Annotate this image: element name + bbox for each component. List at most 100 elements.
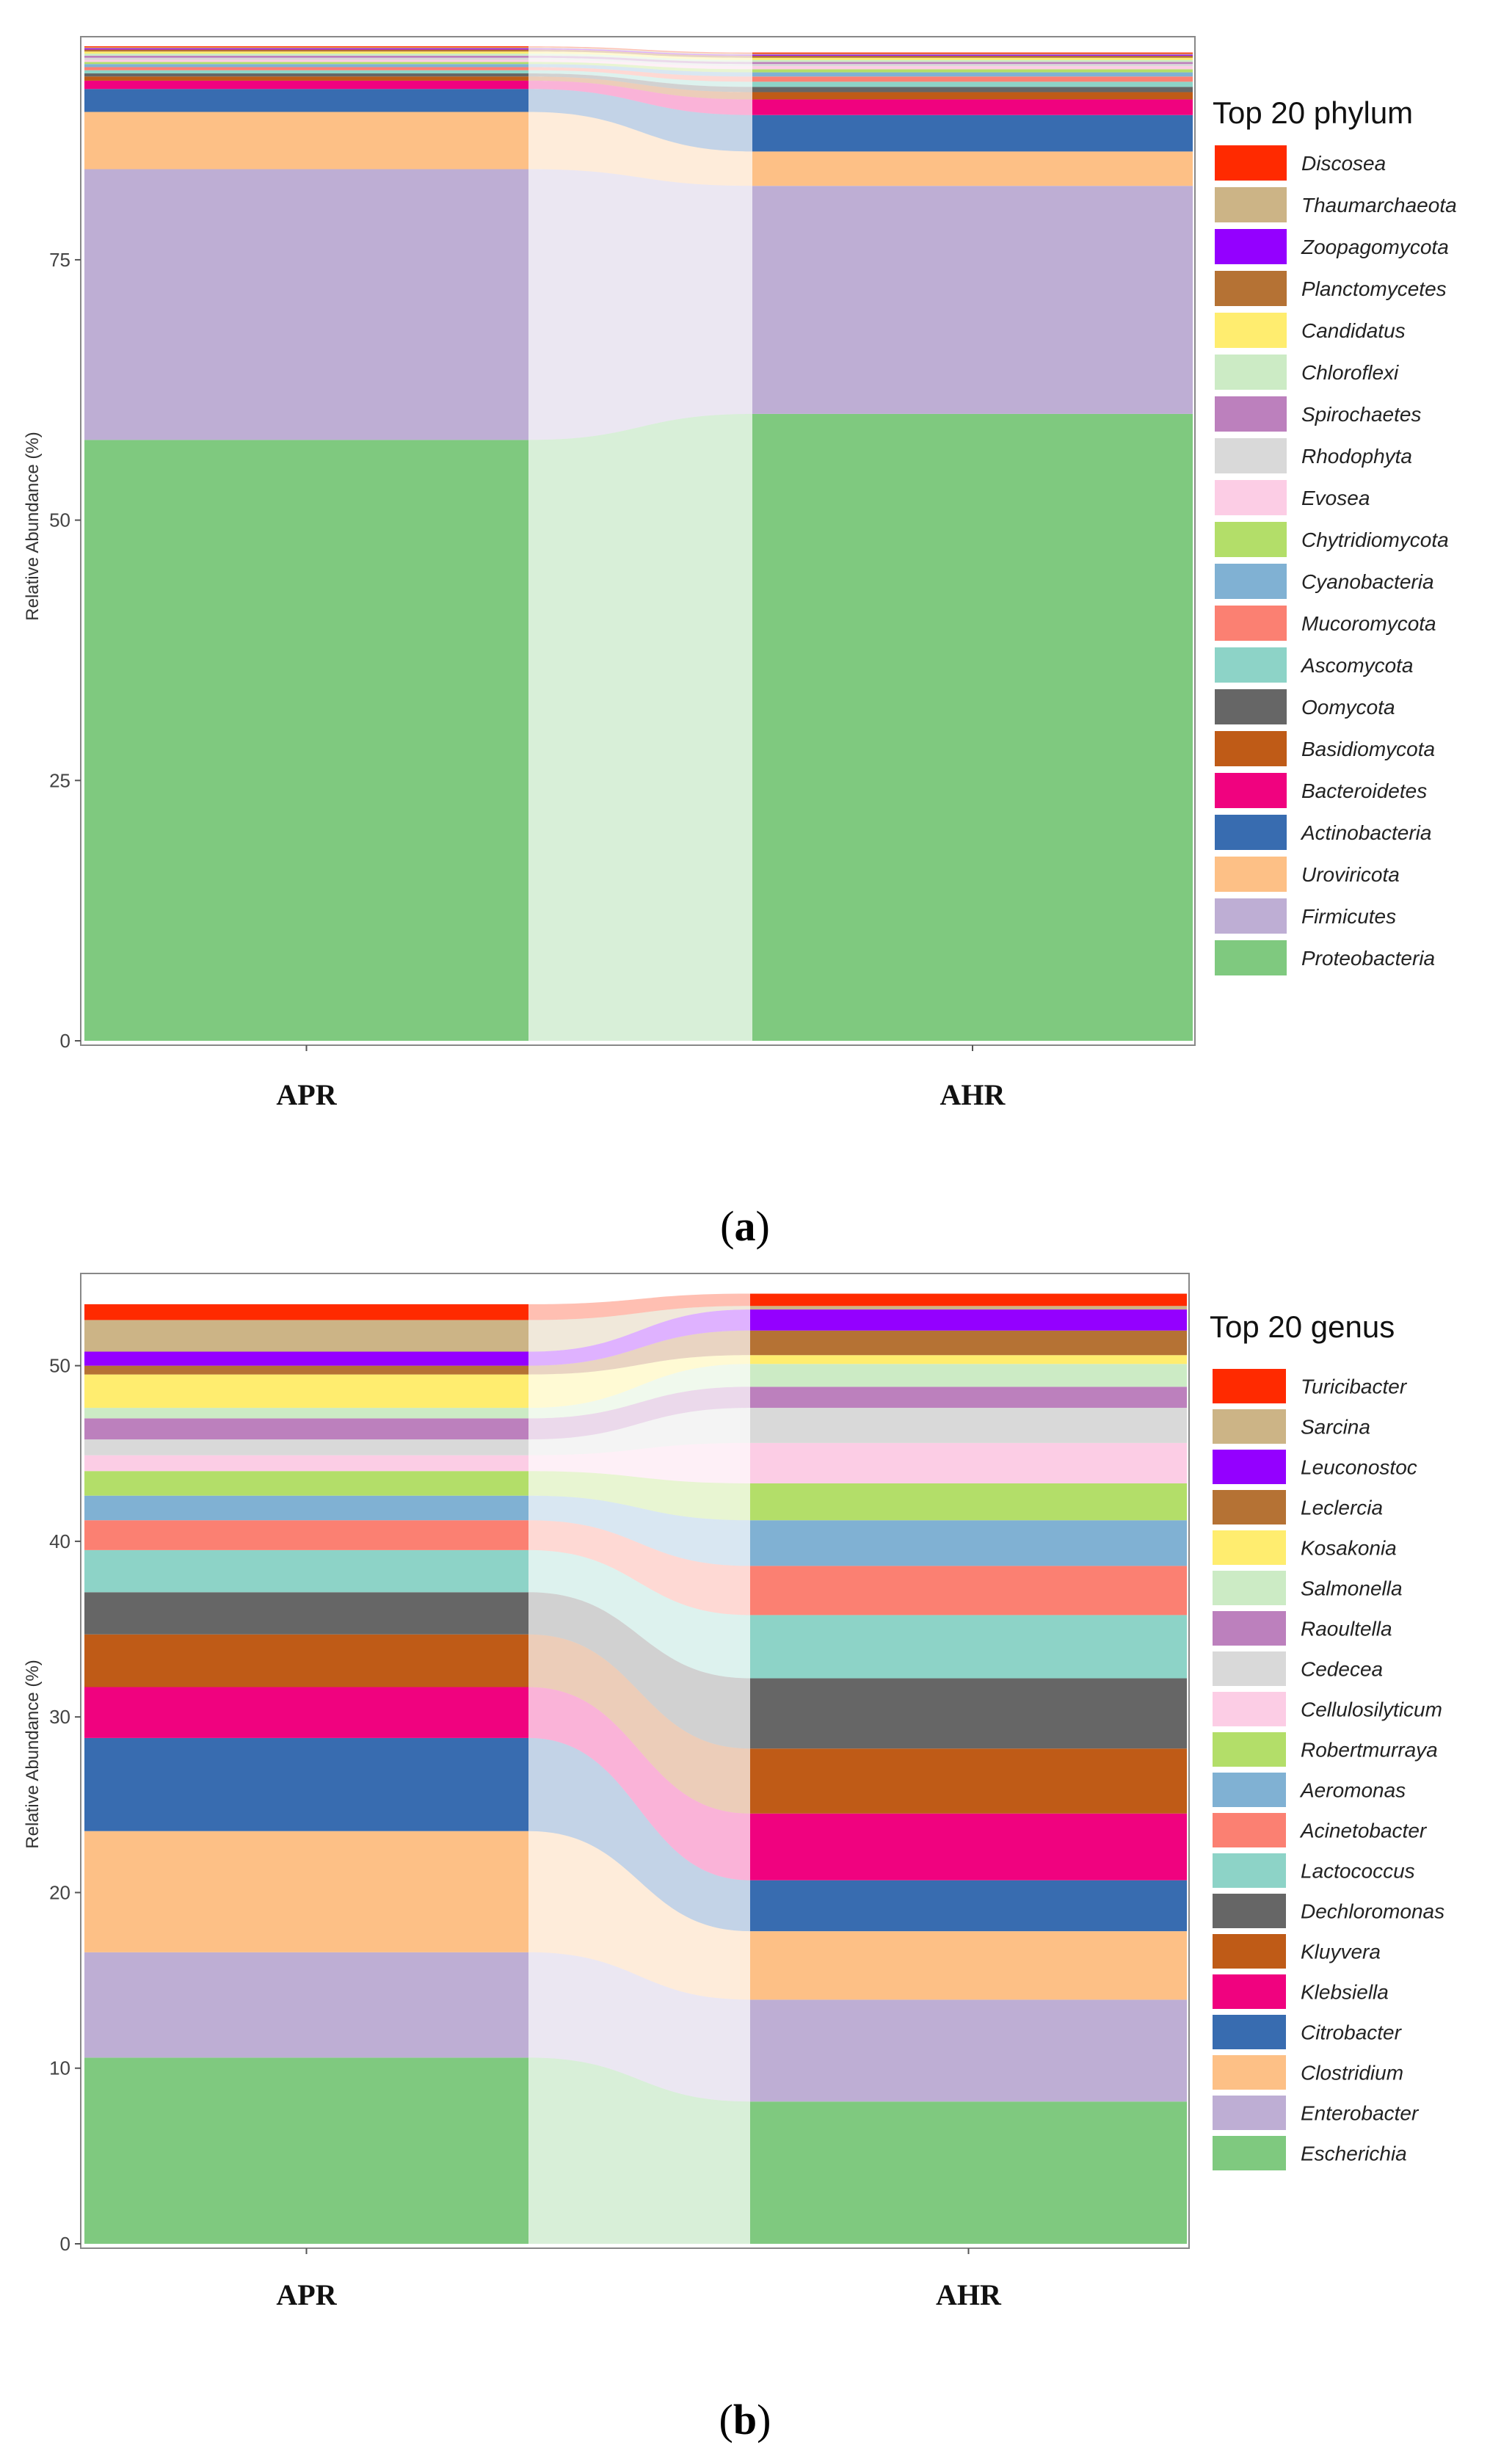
bar-segment-ahr-chytridiomycota [752,69,1193,73]
bar-segment-apr-kluyvera [84,1634,528,1687]
legend-item-spirochaetes: Spirochaetes [1215,396,1421,432]
legend-label: Aeromonas [1299,1779,1406,1802]
legend-swatch [1215,187,1287,222]
legend-label: Sarcina [1301,1416,1370,1439]
legend-swatch [1213,1611,1286,1646]
flow-zoopagomycota [528,48,752,56]
legend-label: Escherichia [1301,2143,1407,2165]
legend-label: Chytridiomycota [1301,528,1449,551]
legend-label: Robertmurraya [1301,1739,1438,1762]
bar-segment-ahr-clostridium [750,1931,1187,2000]
flow-ascomycota [528,70,752,87]
legend-item-aeromonas: Aeromonas [1213,1773,1406,1807]
legend-swatch [1215,396,1287,432]
bar-segment-ahr-turicibacter [750,1293,1187,1306]
flow-spirochaetes [528,55,752,65]
legend-label: Citrobacter [1301,2021,1403,2044]
legend-item-raoultella: Raoultella [1213,1611,1392,1646]
legend-label: Firmicutes [1301,905,1396,928]
bar-segment-ahr-planctomycetes [752,55,1193,58]
legend-label: Planctomycetes [1301,277,1447,300]
legend-swatch [1213,2015,1286,2049]
legend-item-turicibacter: Turicibacter [1213,1369,1408,1403]
flow-actinobacteria [528,89,752,152]
y-tick-label: 30 [49,1706,70,1728]
bar-segment-apr-kosakonia [84,1374,528,1409]
bar-segment-ahr-cellulosilyticum [750,1442,1187,1483]
bar-segment-apr-citrobacter [84,1737,528,1831]
legend-label: Oomycota [1301,696,1395,719]
bar-segment-ahr-candidatus [752,57,1193,60]
legend-label: Salmonella [1301,1577,1403,1600]
flow-firmicutes [528,169,752,440]
bar-segment-apr-zoopagomycota [84,48,528,50]
legend-label: Ascomycota [1300,654,1414,677]
legend-label: Chloroflexi [1301,361,1399,384]
bar-segment-apr-acinetobacter [84,1520,528,1550]
legend-item-rhodophyta: Rhodophyta [1215,438,1412,473]
bar-segment-apr-actinobacteria [84,89,528,112]
flow-mucoromycota [528,67,752,82]
bar-segment-ahr-escherichia [750,2101,1187,2244]
legend-item-planctomycetes: Planctomycetes [1215,271,1447,306]
y-tick-label: 50 [49,509,70,531]
legend-swatch [1213,1813,1286,1847]
legend-item-escherichia: Escherichia [1213,2136,1407,2170]
bar-segment-apr-chytridiomycota [84,62,528,65]
bar-segment-ahr-ascomycota [752,81,1193,87]
plot-frame [80,1273,1190,2249]
legend-item-mucoromycota: Mucoromycota [1215,606,1436,641]
legend-item-kosakonia: Kosakonia [1213,1530,1397,1565]
legend-title: Top 20 phylum [1213,95,1413,130]
legend-item-basidiomycota: Basidiomycota [1215,731,1435,766]
legend-item-dechloromonas: Dechloromonas [1213,1894,1444,1928]
legend-item-chytridiomycota: Chytridiomycota [1215,522,1449,557]
bar-segment-ahr-firmicutes [752,186,1193,414]
legend-item-salmonella: Salmonella [1213,1571,1403,1605]
bar-segment-apr-mucoromycota [84,67,528,70]
bar-segment-apr-firmicutes [84,169,528,440]
legend-swatch [1215,145,1287,181]
plot-area [84,46,1193,1041]
flow-thaumarchaeota [528,47,752,55]
bar-segment-ahr-proteobacteria [752,413,1193,1041]
chart-genus: Relative Abundance (%) Top 20 genus (b) … [23,1273,1444,2443]
bar-segment-apr-bacteroidetes [84,80,528,90]
legend-item-ascomycota: Ascomycota [1215,647,1414,683]
flow-uroviricota [528,112,752,186]
legend-item-enterobacter: Enterobacter [1213,2096,1420,2130]
legend-swatch [1215,271,1287,306]
legend-swatch [1213,1651,1286,1686]
legend-swatch [1215,815,1287,850]
legend-item-citrobacter: Citrobacter [1213,2015,1403,2049]
legend-item-acinetobacter: Acinetobacter [1213,1813,1428,1847]
flow-sarcina [528,1306,750,1352]
legend-swatch [1213,1490,1286,1524]
chart-phylum: Relative Abundance (%) Top 20 phylum (a)… [23,36,1457,1250]
legend-label: Basidiomycota [1301,738,1435,760]
bar-segment-apr-lactococcus [84,1549,528,1593]
x-tick-label-apr: APR [276,2278,337,2311]
legend-swatch [1215,940,1287,975]
legend-label: Kosakonia [1301,1537,1397,1560]
legend-item-thaumarchaeota: Thaumarchaeota [1215,187,1457,222]
flow-aeromonas [528,1495,750,1566]
legend-item-leuconostoc: Leuconostoc [1213,1450,1417,1484]
bar-segment-ahr-spirochaetes [752,62,1193,65]
bar-segment-apr-enterobacter [84,1952,528,2058]
legend-label: Thaumarchaeota [1301,194,1457,217]
legend-swatch [1213,2096,1286,2130]
legend-label: Uroviricota [1301,863,1400,886]
panel-label: (b) [719,2396,771,2443]
legend-label: Clostridium [1301,2062,1403,2085]
flow-oomycota [528,73,752,92]
bar-segment-apr-evosea [84,59,528,62]
legend-swatch [1215,564,1287,599]
bar-segment-apr-cyanobacteria [84,64,528,68]
bar-segment-apr-oomycota [84,73,528,77]
legend-swatch [1213,2136,1286,2170]
bar-segment-ahr-acinetobacter [750,1566,1187,1616]
bar-segment-apr-planctomycetes [84,49,528,52]
legend-swatch [1215,355,1287,390]
